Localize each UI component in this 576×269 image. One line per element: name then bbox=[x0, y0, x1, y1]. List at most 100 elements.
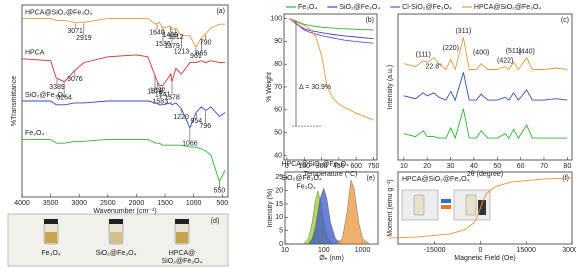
y-tick-label: 20 bbox=[275, 188, 283, 195]
peak-label: 1632 bbox=[150, 87, 166, 94]
peak-label: 3071 bbox=[67, 28, 83, 35]
peak-label: 1676 bbox=[147, 88, 163, 95]
panel-label: (b) bbox=[365, 17, 374, 24]
panel-label: (e) bbox=[366, 175, 375, 182]
x-tick-label: 20 bbox=[423, 163, 431, 170]
peak-label: (111) bbox=[416, 52, 431, 59]
x-tick-label: 150 bbox=[298, 163, 310, 170]
peak-label: (422) bbox=[497, 57, 513, 64]
x-tick-label: 4000 bbox=[14, 200, 30, 207]
peak-label: (311) bbox=[455, 28, 471, 35]
y-tick-label: 80 bbox=[274, 61, 282, 68]
peak-label: 1213 bbox=[174, 49, 190, 56]
y-axis-label: Intensity (a.u.) bbox=[387, 65, 394, 109]
peak-label: 3076 bbox=[67, 76, 83, 83]
panel-label: (d) bbox=[211, 218, 220, 225]
line bbox=[22, 138, 226, 183]
peak-label: (440) bbox=[519, 49, 535, 56]
y-axis-label: Moment (emu g⁻¹) bbox=[387, 179, 394, 236]
area bbox=[296, 179, 370, 245]
x-tick-label: 60 bbox=[517, 163, 525, 170]
x-tick-label: 3500 bbox=[43, 200, 59, 207]
peak-label: 1409 bbox=[162, 32, 178, 39]
x-tick-label: 750 bbox=[368, 163, 380, 170]
photo-caption: SiO₂@Fe₃O₄ bbox=[162, 258, 203, 265]
x-tick-label: 300 bbox=[316, 163, 328, 170]
x-tick-label: 450 bbox=[333, 163, 345, 170]
x-tick-label: 50 bbox=[493, 163, 501, 170]
x-tick-label: 0 bbox=[285, 163, 289, 170]
panel-label: (c) bbox=[561, 17, 569, 24]
peak-label: 22.8° bbox=[426, 63, 443, 71]
series-label: SiO₂@Fe₃O₄ bbox=[25, 92, 66, 99]
line bbox=[289, 18, 374, 44]
y-tick-label: 90 bbox=[274, 38, 282, 45]
x-tick-label: 1500 bbox=[157, 200, 173, 207]
x-axis-label: Temperature (°C) bbox=[304, 170, 358, 178]
peak-label: 1640 bbox=[149, 29, 165, 36]
x-tick-label: 500 bbox=[216, 200, 228, 207]
plot-frame bbox=[397, 171, 573, 245]
series-label: HPCA@SiO₂@Fe₃O₄ bbox=[282, 161, 350, 168]
peak-label: 1312 bbox=[168, 34, 184, 41]
vial bbox=[108, 219, 124, 245]
vial bbox=[174, 219, 190, 245]
line bbox=[388, 177, 573, 239]
peak-label: 3389 bbox=[49, 84, 65, 91]
series-label: Fe₃O₄ bbox=[25, 130, 44, 137]
x-tick-label: 100 bbox=[318, 247, 330, 254]
y-axis-label: % Weight bbox=[266, 72, 273, 102]
series-label: HPCA bbox=[25, 50, 45, 57]
y-tick-label: 15 bbox=[275, 201, 283, 208]
y-tick-label: 10 bbox=[275, 214, 283, 221]
y-tick-label: 0 bbox=[279, 241, 283, 248]
x-tick-label: 1000 bbox=[355, 247, 371, 254]
peak-label: 1379 bbox=[164, 43, 180, 50]
line bbox=[289, 18, 374, 121]
x-tick-label: 30 bbox=[447, 163, 455, 170]
legend-label: Cl-SiO₂@Fe₃O₄ bbox=[402, 4, 452, 11]
x-tick-label: 1000 bbox=[186, 200, 202, 207]
x-tick-label: 600 bbox=[350, 163, 362, 170]
line bbox=[289, 18, 374, 31]
x-tick-label: 0 bbox=[478, 247, 482, 254]
y-axis-label: %Transmittance bbox=[11, 76, 18, 126]
photo-panel: (d) Fe₃O₄ SiO₂@Fe₃O₄ HPCA@ SiO₂@Fe₃O₄ bbox=[7, 213, 229, 267]
y-tick-label: 40 bbox=[274, 152, 282, 159]
series-label: SiO₂@Fe₃O₄ bbox=[281, 175, 322, 182]
x-tick-label: 2000 bbox=[129, 200, 145, 207]
line bbox=[403, 37, 568, 71]
plot-frame bbox=[397, 13, 573, 161]
photo-caption: Fe₃O₄ bbox=[41, 250, 60, 257]
line bbox=[21, 54, 226, 87]
peak-label: 961 bbox=[190, 53, 202, 60]
line bbox=[22, 17, 226, 49]
peak-label: 865 bbox=[196, 50, 208, 57]
hysteresis-insets bbox=[401, 189, 491, 221]
x-axis-label: Øₕ (nm) bbox=[319, 255, 344, 262]
peak-label: 2919 bbox=[76, 35, 92, 42]
peak-label: 1541 bbox=[155, 91, 171, 98]
peak-label: 1583 bbox=[153, 98, 169, 105]
line bbox=[403, 108, 568, 140]
legend-label: SiO₂@Fe₃O₄ bbox=[339, 4, 380, 11]
line bbox=[22, 100, 226, 130]
photo-caption: SiO₂@Fe₃O₄ bbox=[96, 250, 137, 257]
y-tick-label: 60 bbox=[274, 107, 282, 114]
series-label: Fe₃O₄ bbox=[296, 184, 315, 191]
photo-caption: HPCA@ bbox=[169, 250, 196, 257]
y-tick-label: 70 bbox=[274, 84, 282, 91]
y-tick-label: 5 bbox=[279, 228, 283, 235]
x-axis-label: 2θ (degree) bbox=[467, 171, 503, 178]
peak-label: 796 bbox=[199, 123, 211, 130]
x-tick-label: 10 bbox=[281, 247, 289, 254]
peak-label: 550 bbox=[214, 187, 226, 194]
line bbox=[289, 18, 374, 40]
vial bbox=[43, 219, 59, 245]
x-tick-label: 2500 bbox=[100, 200, 116, 207]
panel-label: (a) bbox=[216, 8, 225, 15]
x-tick-label: 3000 bbox=[71, 200, 87, 207]
peak-label: (220) bbox=[443, 45, 459, 52]
x-tick-label: 30000 bbox=[562, 247, 576, 254]
